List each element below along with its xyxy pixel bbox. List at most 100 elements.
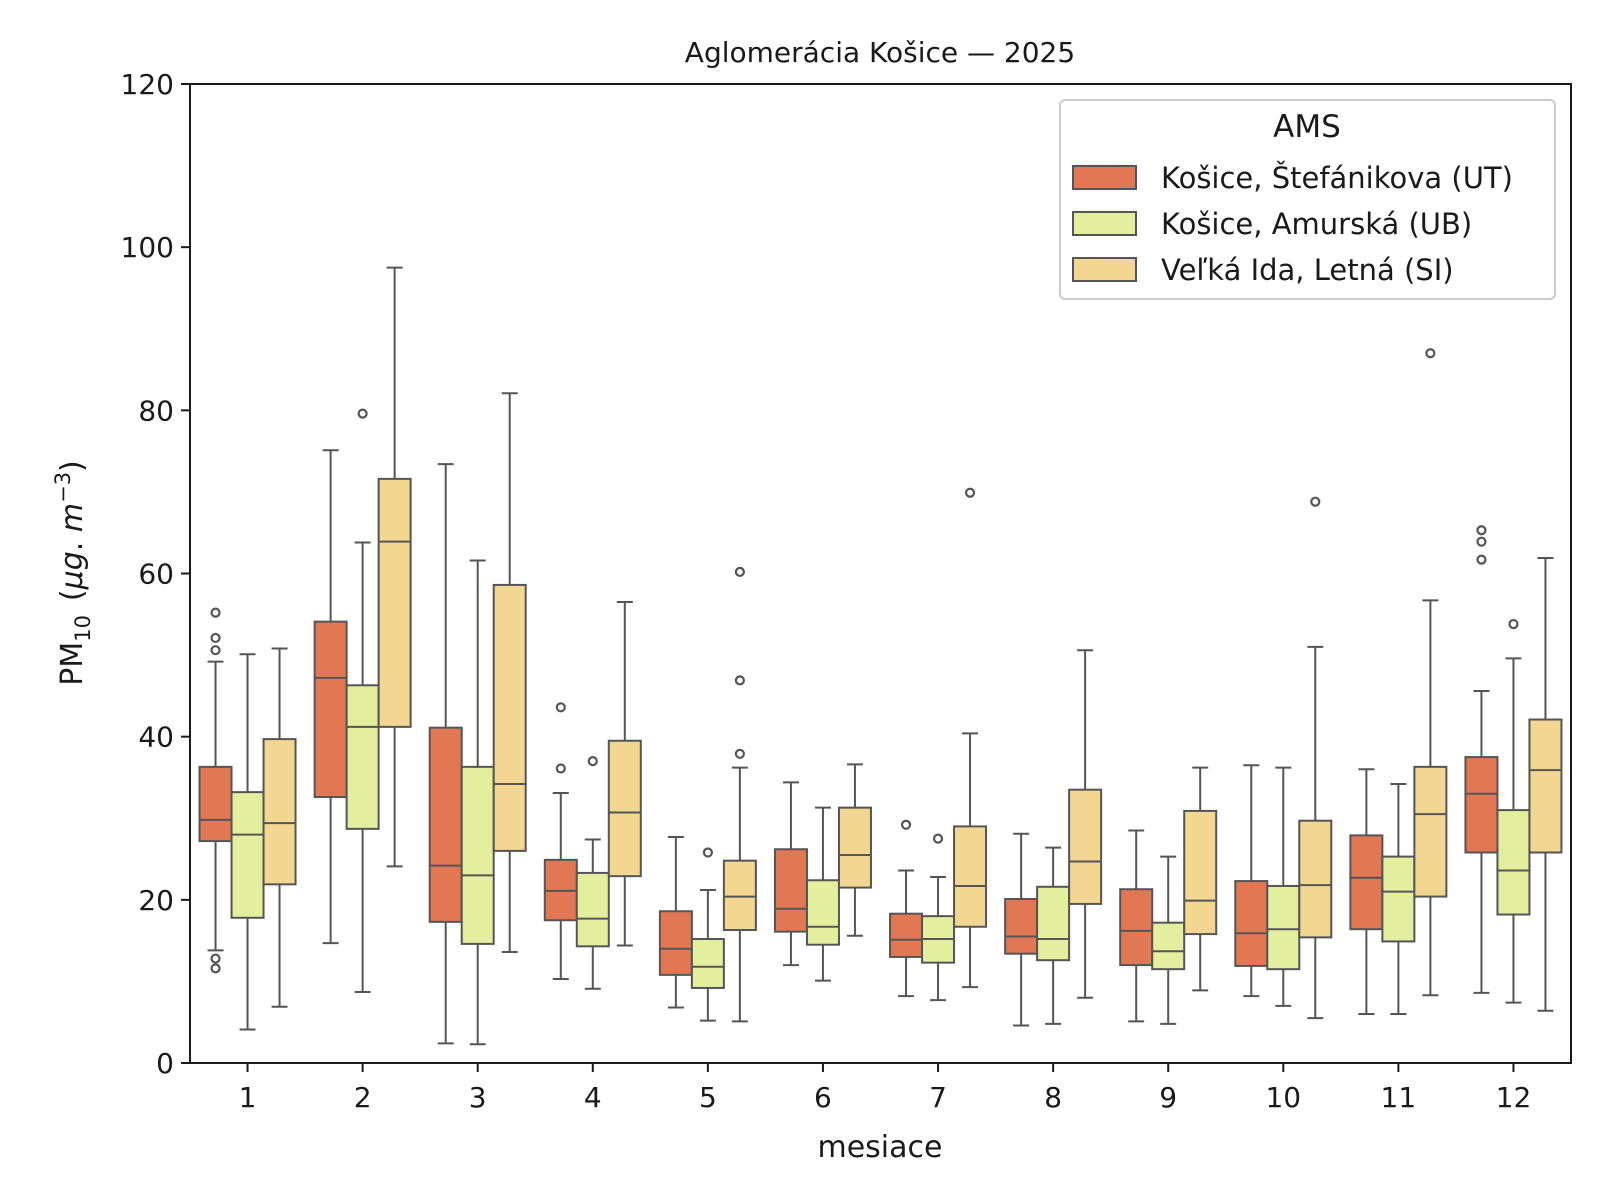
box-body (1413, 765, 1448, 898)
outlier-point (1476, 536, 1487, 547)
box-body (953, 825, 988, 928)
y-tick-label: 80 (138, 394, 174, 427)
box-10-series-3 (1298, 496, 1333, 1020)
box-7-series-3 (953, 487, 988, 989)
box-2-series-2 (345, 408, 380, 994)
outlier-point (734, 566, 745, 577)
box-body (1298, 819, 1333, 939)
y-label-exp: −3 (51, 472, 75, 503)
legend-label: Veľká Ida, Letná (SI) (1161, 253, 1454, 287)
y-axis-label: PM10 (μg. m−3) (51, 460, 95, 686)
x-tick-label: 12 (1496, 1081, 1532, 1114)
y-axis: 0 20 40 60 80 100 120 (121, 68, 190, 1080)
x-tick-label: 9 (1159, 1081, 1177, 1114)
outlier-point (964, 487, 976, 498)
box-body (1381, 855, 1416, 943)
box-11-series-3 (1413, 348, 1448, 997)
box-body (837, 806, 872, 889)
box-5-series-3 (722, 566, 757, 1023)
box-groups (198, 266, 1563, 1046)
y-tick-label: 0 (156, 1047, 174, 1080)
outlier-point (210, 645, 221, 656)
box-body (722, 859, 757, 932)
box-body (460, 765, 495, 945)
box-body (377, 477, 412, 728)
box-7-series-1 (889, 819, 924, 998)
box-body (1266, 884, 1301, 971)
box-body (230, 791, 265, 919)
y-tick-label: 40 (138, 721, 174, 754)
box-3-series-3 (492, 392, 527, 954)
box-body (262, 738, 297, 886)
x-tick-label: 8 (1044, 1081, 1062, 1114)
y-label-main: PM (55, 642, 90, 686)
box-6-series-3 (837, 763, 872, 937)
box-9-series-1 (1119, 829, 1154, 1023)
outlier-point (210, 632, 221, 644)
box-5-series-1 (658, 836, 693, 1009)
y-label-mu: μg (55, 551, 90, 590)
box-body (492, 583, 527, 852)
legend-entries: Košice, Štefánikova (UT) Košice, Amurská … (1072, 161, 1513, 287)
box-body (1068, 788, 1103, 905)
legend-frame (1059, 99, 1556, 300)
box-body (1036, 885, 1071, 962)
x-tick-label: 5 (699, 1081, 717, 1114)
x-tick-label: 11 (1381, 1081, 1417, 1114)
box-10-series-1 (1234, 764, 1269, 998)
x-tick-label: 10 (1265, 1081, 1301, 1114)
outlier-point (1476, 554, 1487, 565)
x-tick-label: 2 (354, 1081, 372, 1114)
box-3-series-2 (460, 559, 495, 1046)
box-body (1496, 809, 1531, 916)
outlier-point (702, 847, 713, 858)
outlier-point (1310, 496, 1321, 507)
box-body (1349, 834, 1384, 931)
outlier-point (734, 675, 745, 686)
x-tick-label: 3 (469, 1081, 487, 1114)
box-11-series-1 (1349, 768, 1384, 1016)
box-5-series-2 (690, 847, 725, 1022)
box-4-series-2 (575, 756, 610, 990)
outlier-point (357, 408, 368, 419)
outlier-point (1508, 618, 1519, 630)
y-tick-label: 60 (138, 558, 174, 591)
box-9-series-2 (1151, 855, 1186, 1025)
box-body (1183, 809, 1218, 936)
box-body (805, 879, 840, 946)
x-axis-label: mesiace (818, 1130, 943, 1165)
legend-swatch (1072, 165, 1137, 190)
legend-title: AMS (1273, 109, 1341, 145)
y-tick-label: 100 (121, 231, 174, 264)
outlier-point (932, 833, 944, 844)
y-label-close: ) (55, 460, 90, 472)
box-9-series-3 (1183, 766, 1218, 992)
box-body (889, 912, 924, 958)
box-1-series-3 (262, 647, 297, 1008)
y-label-dot: . (55, 532, 90, 551)
box-body (198, 765, 233, 843)
box-2-series-1 (313, 449, 348, 945)
y-label-sub: 10 (71, 615, 95, 642)
box-body (1464, 756, 1499, 854)
box-6-series-1 (773, 781, 808, 967)
outlier-point (555, 702, 566, 713)
x-tick-label: 4 (584, 1081, 602, 1114)
box-body (1234, 880, 1269, 967)
chart-title: Aglomerácia Košice — 2025 (685, 36, 1075, 69)
box-12-series-2 (1496, 618, 1531, 1004)
outlier-point (210, 953, 221, 964)
box-body (428, 726, 463, 923)
box-body (1528, 718, 1563, 854)
box-body (773, 848, 808, 933)
box-12-series-3 (1528, 556, 1563, 1012)
outlier-point (734, 748, 745, 759)
legend-swatch (1072, 211, 1137, 236)
outlier-point (587, 756, 598, 767)
y-label-m: m (55, 503, 90, 532)
box-body (575, 871, 610, 948)
box-11-series-2 (1381, 782, 1416, 1016)
box-3-series-1 (428, 463, 463, 1045)
box-4-series-1 (543, 702, 578, 980)
